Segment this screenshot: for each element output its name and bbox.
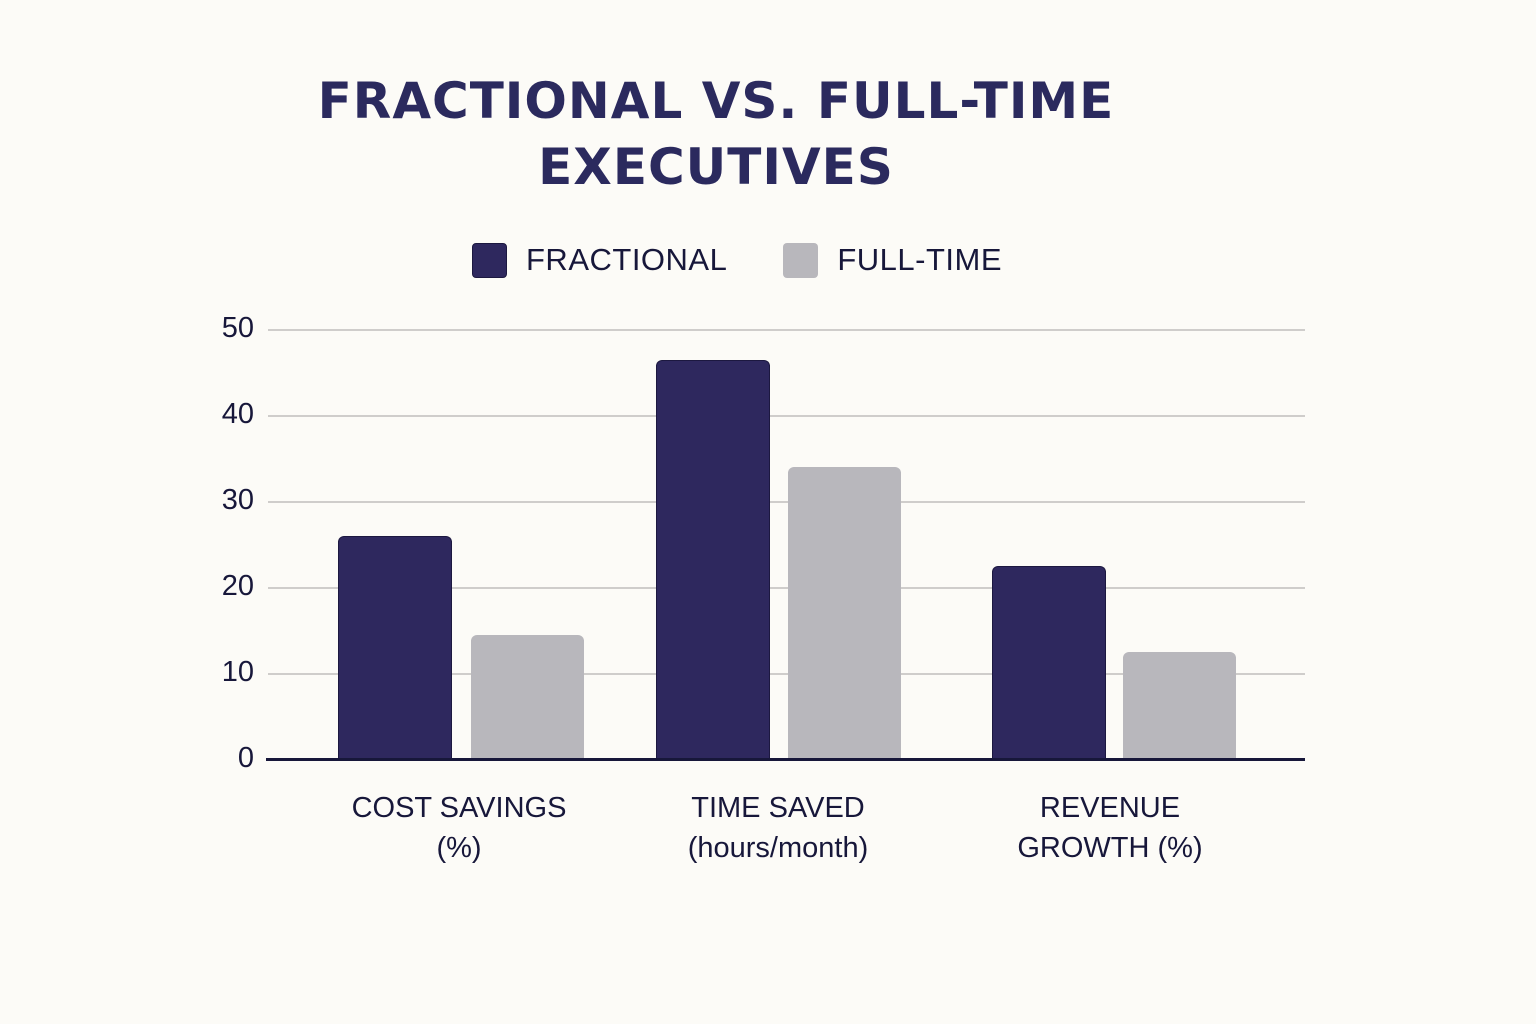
gridline-30 xyxy=(268,501,1305,503)
x-label-cost-savings-line-2: (%) xyxy=(436,832,482,864)
x-label-time-saved-line-2: (hours/month) xyxy=(687,832,869,864)
x-label-revenue-growth-line-1: REVENUE xyxy=(1039,792,1181,824)
gridline-20 xyxy=(268,587,1305,589)
bar-full-time-revenue-growth xyxy=(1123,651,1236,759)
gridline-50 xyxy=(268,329,1305,331)
legend-swatch-full-time xyxy=(783,242,819,278)
legend-label-full-time: FULL-TIME xyxy=(837,242,1003,277)
chart-title-line-2: EXECUTIVES xyxy=(538,138,894,196)
legend-label-fractional: FRACTIONAL xyxy=(526,242,728,277)
legend-item-fractional: FRACTIONAL xyxy=(472,242,727,278)
gridline-40 xyxy=(268,415,1305,417)
legend: FRACTIONAL FULL-TIME xyxy=(472,242,1058,278)
legend-swatch-fractional xyxy=(472,242,507,278)
y-tick-10: 10 xyxy=(221,656,254,688)
legend-item-full-time: FULL-TIME xyxy=(783,242,1002,278)
x-label-time-saved-line-1: TIME SAVED xyxy=(691,792,865,824)
y-tick-50: 50 xyxy=(221,312,254,344)
x-axis-line xyxy=(266,758,1305,761)
x-label-revenue-growth-line-2: GROWTH (%) xyxy=(1017,832,1203,864)
y-tick-30: 30 xyxy=(221,484,254,516)
bar-fractional-cost-savings xyxy=(338,535,452,759)
x-label-time-saved: TIME SAVED (hours/month) xyxy=(628,788,928,868)
chart-title-line-1: FRACTIONAL VS. FULL-TIME xyxy=(317,72,1115,130)
chart-title: FRACTIONAL VS. FULL-TIME EXECUTIVES xyxy=(0,68,1432,200)
bar-fractional-time-saved xyxy=(656,360,770,759)
x-label-cost-savings: COST SAVINGS (%) xyxy=(309,788,609,868)
gridline-10 xyxy=(268,673,1305,675)
x-label-cost-savings-line-1: COST SAVINGS xyxy=(351,792,567,824)
x-label-revenue-growth: REVENUE GROWTH (%) xyxy=(960,788,1260,868)
bar-fractional-revenue-growth xyxy=(992,565,1106,759)
y-tick-20: 20 xyxy=(221,570,254,602)
bar-full-time-time-saved xyxy=(788,467,901,759)
y-tick-0: 0 xyxy=(237,742,254,774)
bar-full-time-cost-savings xyxy=(471,634,584,759)
y-tick-40: 40 xyxy=(221,398,254,430)
